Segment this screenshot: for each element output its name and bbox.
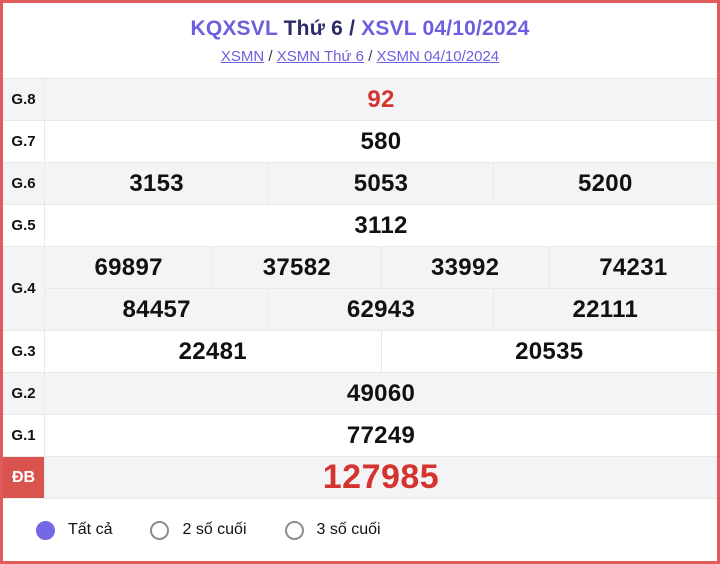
prize-label-g1: G.1 xyxy=(3,415,45,456)
table-row-g4: G.4 69897 37582 33992 74231 84457 62943 … xyxy=(3,247,717,331)
breadcrumb: XSMN / XSMN Thứ 6 / XSMN 04/10/2024 xyxy=(221,48,499,65)
prize-value: 37582 xyxy=(213,247,382,288)
display-filter-group: Tất cả 2 số cuối 3 số cuối xyxy=(3,499,717,561)
filter-option-all[interactable]: Tất cả xyxy=(36,520,113,540)
radio-icon[interactable] xyxy=(36,520,55,540)
prize-value: 22481 xyxy=(45,331,382,372)
title-date: XSVL 04/10/2024 xyxy=(361,16,530,40)
table-row-g6: G.6 3153 5053 5200 xyxy=(3,163,717,205)
prize-value: 74231 xyxy=(599,253,668,281)
radio-icon[interactable] xyxy=(284,520,304,540)
table-row-g7: G.7 580 xyxy=(3,121,717,163)
filter-option-label: 2 số cuối xyxy=(182,521,247,538)
page-title: KQXSVL Thứ 6 / XSVL 04/10/2024 xyxy=(190,17,529,41)
jackpot-value: 127985 xyxy=(322,458,440,496)
filter-option-label: 3 số cuối xyxy=(316,521,381,538)
breadcrumb-link-xsmn[interactable]: XSMN xyxy=(220,47,265,65)
breadcrumb-link-xsmn-date[interactable]: XSMN 04/10/2024 xyxy=(376,47,500,65)
prize-value: 84457 xyxy=(45,289,270,330)
prize-label-g6: G.6 xyxy=(3,163,45,204)
prize-value: 33992 xyxy=(382,247,550,288)
filter-option-label: Tất cả xyxy=(68,521,113,538)
table-row-g1: G.1 77249 xyxy=(3,415,717,457)
prize-label-g3: G.3 xyxy=(3,331,45,372)
breadcrumb-separator: / xyxy=(364,47,377,65)
prize-value: 5200 xyxy=(578,169,633,197)
prize-value: 580 xyxy=(360,127,402,155)
prize-value: 22111 xyxy=(572,295,639,323)
breadcrumb-separator: / xyxy=(264,47,277,65)
prize-value: 5053 xyxy=(269,163,494,204)
page-header: KQXSVL Thứ 6 / XSVL 04/10/2024 XSMN / XS… xyxy=(3,3,717,79)
prize-value: 92 xyxy=(367,85,395,113)
prize-value: 49060 xyxy=(346,379,416,407)
title-weekday: Thứ 6 / xyxy=(277,16,362,40)
filter-option-last2[interactable]: 2 số cuối xyxy=(150,520,247,540)
prize-value: 3112 xyxy=(354,211,408,239)
table-row-g2: G.2 49060 xyxy=(3,373,717,415)
prize-value: 62943 xyxy=(269,289,494,330)
prize-label-g5: G.5 xyxy=(3,205,45,246)
prize-value: 20535 xyxy=(515,337,584,365)
table-row-g5: G.5 3112 xyxy=(3,205,717,247)
prize-label-g8: G.8 xyxy=(3,79,45,120)
prize-label-g7: G.7 xyxy=(3,121,45,162)
prize-value: 69897 xyxy=(45,247,214,288)
title-draw-code: KQXSVL xyxy=(190,16,278,40)
table-row-db: ĐB 127985 xyxy=(3,457,717,499)
prize-value: 77249 xyxy=(346,421,416,449)
table-row-g3: G.3 22481 20535 xyxy=(3,331,717,373)
filter-option-last3[interactable]: 3 số cuối xyxy=(284,520,381,540)
breadcrumb-link-xsmn-weekday[interactable]: XSMN Thứ 6 xyxy=(276,47,365,65)
radio-icon[interactable] xyxy=(150,520,170,540)
prize-label-g2: G.2 xyxy=(3,373,45,414)
prize-value: 3153 xyxy=(45,163,270,204)
prize-label-g4: G.4 xyxy=(3,247,45,330)
prize-label-db: ĐB xyxy=(3,457,45,498)
table-row-g8: G.8 92 xyxy=(3,79,717,121)
